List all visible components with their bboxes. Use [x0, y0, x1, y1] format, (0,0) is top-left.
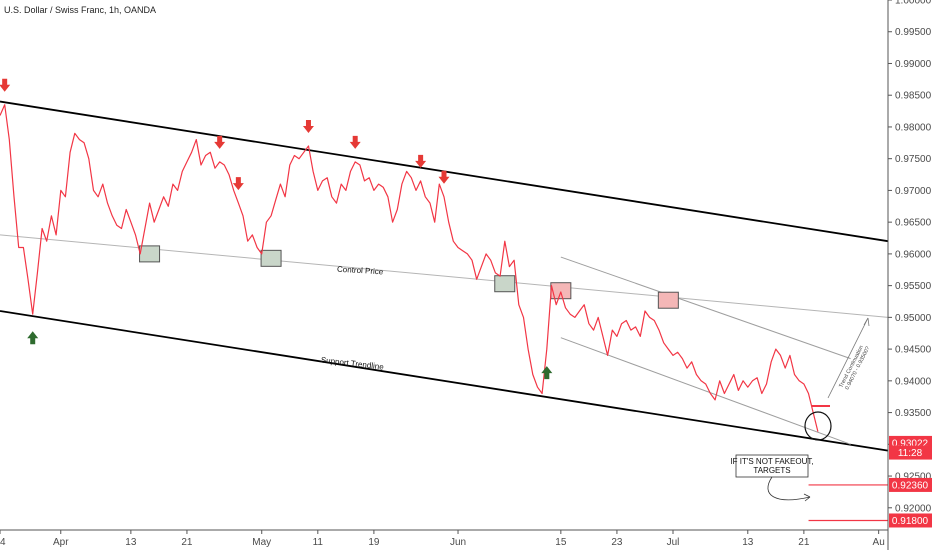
- projection-arrowhead: [863, 317, 870, 327]
- support-trendline-line: [0, 310, 889, 452]
- price-badge: [889, 477, 932, 492]
- breakout-circle: [804, 411, 832, 441]
- price-badge-label: 0.93022: [892, 438, 929, 449]
- fakeout-curve-arrow: [767, 476, 811, 501]
- x-tick-label: Jun: [450, 537, 466, 548]
- time-axis: 4 Apr 13 21 May 11 19 Jun 15 23 Jul 13 21 Au: [0, 529, 888, 548]
- x-tick-label: Apr: [53, 537, 69, 548]
- up-arrow-icon: [27, 331, 39, 345]
- x-tick-label: Jul: [667, 537, 680, 548]
- down-arrow-icon: [438, 170, 450, 184]
- y-tick-label: 0.92500: [895, 472, 932, 483]
- y-tick-label: 0.99000: [895, 59, 932, 70]
- x-tick-label: 13: [125, 537, 137, 548]
- price-series-line: [0, 104, 819, 432]
- x-tick-label: 4: [0, 537, 6, 548]
- price-badge-label: 0.92360: [892, 480, 929, 491]
- y-tick-label: 0.96500: [895, 218, 932, 229]
- fakeout-arrowhead: [803, 493, 811, 502]
- down-arrow-icon: [0, 78, 11, 92]
- x-tick-label: 21: [798, 537, 810, 548]
- inner-lower-line: [560, 337, 851, 445]
- fakeout-note-line2: TARGETS: [753, 466, 790, 475]
- y-tick-label: 0.95000: [895, 313, 932, 324]
- down-arrow-icon: [349, 135, 361, 149]
- y-tick-label: 0.98500: [895, 91, 932, 102]
- green-box: [260, 249, 282, 267]
- down-arrow-icon: [232, 177, 244, 191]
- y-tick-label: 1.00000: [895, 0, 932, 7]
- up-arrow-icon: [541, 366, 553, 380]
- x-tick-label: May: [252, 537, 271, 548]
- y-tick-label: 0.92000: [895, 503, 932, 514]
- price-badge: [889, 445, 932, 460]
- price-axis: 1.00000 0.99500 0.99000 0.98500 0.98000 0.975…: [887, 0, 932, 550]
- y-tick-label: 0.98000: [895, 122, 932, 133]
- x-tick-label: 15: [555, 537, 567, 548]
- y-tick-label: 0.97000: [895, 186, 932, 197]
- price-badge-label: 11:28: [898, 448, 923, 459]
- x-tick-label: 11: [313, 537, 324, 548]
- price-badge-label: 0.91800: [892, 516, 929, 527]
- projection-arrow: [827, 317, 869, 399]
- red-box: [657, 291, 679, 309]
- control-price-line: [0, 234, 889, 318]
- y-tick-label: 0.93500: [895, 408, 932, 419]
- y-tick-label: 0.95500: [895, 281, 932, 292]
- support-trendline-label: Support Trendline: [320, 355, 384, 371]
- x-tick-label: 21: [181, 537, 193, 548]
- x-tick-label: 19: [368, 537, 380, 548]
- green-box: [139, 245, 161, 263]
- x-tick-label: Au: [873, 537, 885, 548]
- price-badge: [889, 513, 932, 528]
- fakeout-note-line1: IF IT'S NOT FAKEOUT,: [730, 457, 813, 466]
- x-tick-label: 13: [742, 537, 754, 548]
- y-tick-label: 0.94000: [895, 376, 932, 387]
- inner-upper-line: [560, 256, 851, 360]
- down-arrow-icon: [214, 135, 226, 149]
- y-tick-label: 0.99500: [895, 27, 932, 38]
- control-price-label: Control Price: [337, 265, 384, 277]
- x-tick-label: 23: [611, 537, 623, 548]
- green-box: [494, 275, 516, 293]
- down-arrow-icon: [415, 154, 427, 168]
- chart-title: U.S. Dollar / Swiss Franc, 1h, OANDA: [4, 5, 156, 15]
- down-arrow-icon: [302, 119, 314, 133]
- y-tick-label: 0.97500: [895, 154, 932, 165]
- y-tick-label: 0.96000: [895, 249, 932, 260]
- y-tick-label: 0.94500: [895, 345, 932, 356]
